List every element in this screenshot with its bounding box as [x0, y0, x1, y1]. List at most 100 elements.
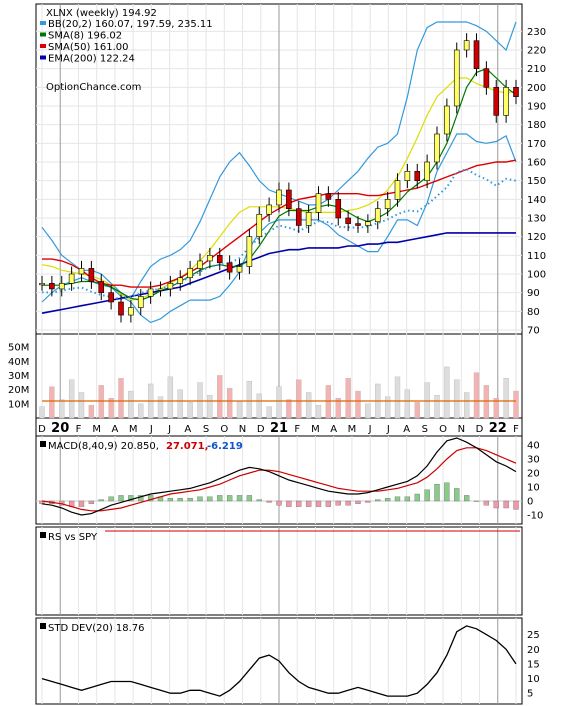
price-tick-label: 110 [527, 251, 546, 262]
macd-tick-label: -10 [527, 511, 543, 522]
candle-body [157, 288, 164, 291]
month-label: O [220, 424, 228, 435]
month-label: D [257, 424, 265, 435]
candle-body [295, 208, 302, 226]
candle-body [305, 212, 312, 226]
volume-bar [345, 378, 351, 419]
macd-hist-bar [286, 500, 292, 507]
candle-body [463, 40, 470, 51]
candle-body [68, 273, 75, 284]
volume-bars [39, 366, 519, 419]
macd-tick-label: 40 [527, 441, 540, 452]
month-label: A [403, 424, 410, 435]
grid [36, 4, 522, 704]
month-label: J [149, 424, 153, 435]
candle-body [404, 171, 411, 181]
candle-body [137, 296, 144, 308]
month-label: S [422, 424, 428, 435]
legend-swatch [40, 21, 46, 25]
price-tick-label: 70 [527, 326, 540, 337]
macd-hist-bar [167, 498, 174, 502]
candle-body [187, 268, 193, 279]
candle-body [493, 87, 500, 116]
price-tick-label: 180 [527, 120, 546, 131]
watermark: OptionChance.com [46, 82, 141, 93]
macd-plot [36, 437, 522, 516]
axis-labels: 7080901001101201301401501601701801902002… [8, 27, 546, 700]
candle-body [444, 105, 450, 135]
macd-tick-label: 20 [527, 469, 540, 480]
volume-tick-label: 10M [8, 399, 29, 410]
month-label: D [38, 424, 46, 435]
macd-hist-bar [394, 496, 401, 502]
month-label: N [458, 424, 465, 435]
price-tick-label: 120 [527, 232, 546, 243]
volume-bar [226, 388, 233, 419]
volume-bar [108, 397, 114, 419]
volume-bar [157, 396, 164, 419]
candle-body [286, 189, 292, 209]
volume-bar [177, 389, 183, 419]
candle-body [197, 260, 203, 269]
macd-line [41, 437, 517, 516]
volume-bar [444, 366, 450, 419]
candle-body [266, 204, 272, 215]
macd-hist-bar [108, 496, 114, 502]
price-tick-label: 200 [527, 83, 546, 94]
volume-bar [473, 372, 480, 419]
volume-bar [286, 399, 292, 419]
volume-bar [256, 393, 262, 419]
macd-hist-bar [325, 500, 332, 507]
macd-hist-bar [513, 500, 519, 510]
candle-body [118, 301, 124, 316]
candle-body [236, 266, 243, 273]
candle-body [256, 213, 263, 237]
legend-swatch [40, 55, 46, 60]
volume-bar [59, 399, 65, 419]
year-label: 21 [270, 421, 288, 436]
price-tick-label: 100 [527, 270, 546, 281]
macd-hist-bar [226, 495, 233, 502]
macd-hist-bar [276, 500, 282, 506]
month-label: O [439, 424, 447, 435]
rs-label: RS vs SPY [48, 532, 98, 543]
macd-hist-bar [384, 498, 391, 502]
price-tick-label: 210 [527, 64, 546, 75]
macd-signal-label: 27.071, [166, 441, 208, 452]
volume-bar [39, 406, 45, 419]
price-tick-label: 160 [527, 158, 546, 169]
legend-entry: SMA(50) 161.00 [48, 42, 129, 53]
candle-body [39, 283, 45, 286]
price-tick-label: 170 [527, 139, 546, 150]
macd-hist-bar [365, 500, 371, 503]
candle-body [128, 307, 134, 316]
volume-bar [118, 378, 124, 419]
month-label: N [239, 424, 246, 435]
macd-hist-bar [197, 496, 203, 502]
candle-body [355, 223, 361, 226]
macd-hist-bar [463, 495, 470, 502]
volume-bar [197, 382, 203, 419]
macd-hist-bar [88, 500, 95, 504]
std-line [41, 625, 517, 697]
volume-bar [394, 376, 401, 419]
volume-bar [68, 379, 75, 419]
candle-body [108, 292, 114, 303]
std-tick-label: 20 [527, 645, 540, 656]
macd-legend: MACD(8,40,9) 20.850, 27.071, -6.219 [40, 441, 243, 452]
macd-hist-bar [187, 498, 193, 502]
volume-bar [355, 390, 361, 419]
macd-hist-label: -6.219 [207, 441, 243, 452]
candle-body [424, 161, 430, 181]
std-tick-label: 15 [527, 659, 540, 670]
volume-bar [335, 397, 341, 419]
price-tick-label: 130 [527, 214, 546, 225]
price-tick-label: 80 [527, 307, 540, 318]
price-tick-label: 190 [527, 102, 546, 113]
month-label: A [112, 424, 119, 435]
candle-body [483, 68, 490, 88]
volume-bar [414, 402, 420, 419]
candle-body [207, 255, 213, 262]
